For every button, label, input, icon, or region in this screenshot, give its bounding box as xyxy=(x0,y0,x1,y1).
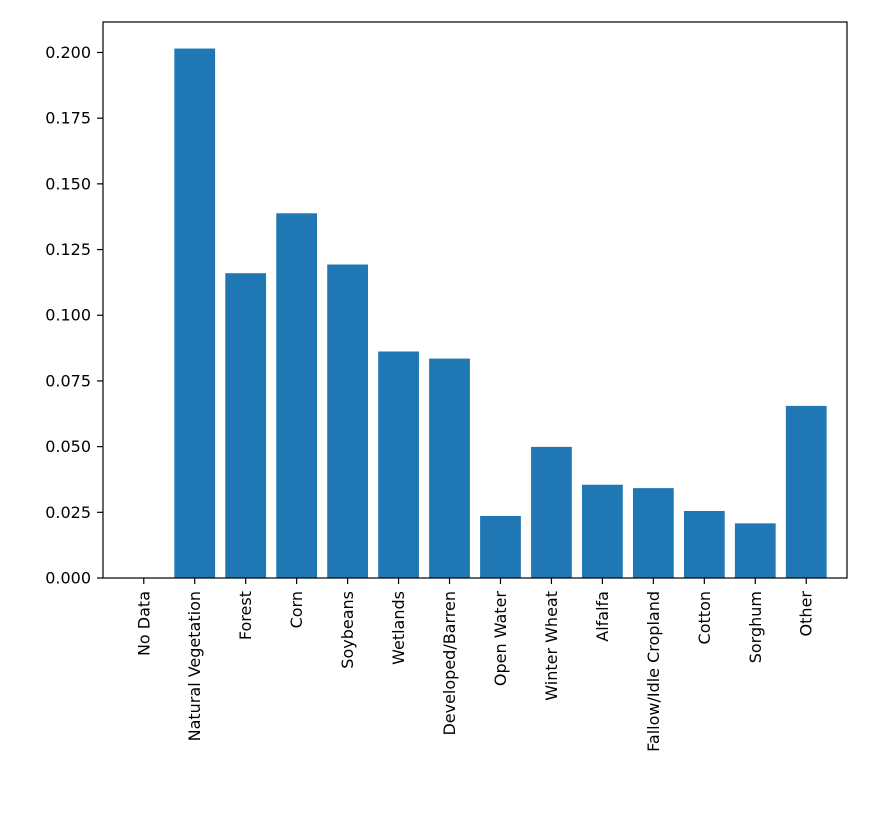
x-tick-label: Other xyxy=(797,591,816,637)
bar-open-water xyxy=(480,515,521,578)
plot-frame xyxy=(102,21,848,579)
y-tick-label: 0.025 xyxy=(45,503,91,522)
x-tick-label: Soybeans xyxy=(338,591,357,669)
x-axis: No Data Natural Vegetation Forest Corn Soybe… xyxy=(134,578,816,752)
bar-natural-vegetation xyxy=(174,48,216,578)
y-axis: 0.000 0.025 0.050 0.075 0.100 0.125 0.150 0.175… xyxy=(45,43,103,588)
bar-cotton xyxy=(683,510,725,578)
y-tick-label: 0.100 xyxy=(45,306,91,325)
y-tick-label: 0.125 xyxy=(45,240,91,259)
x-tick-label: No Data xyxy=(134,591,153,656)
x-tick-label: Developed/Barren xyxy=(440,591,459,736)
bar-corn xyxy=(276,213,318,578)
bar-forest xyxy=(225,273,267,578)
y-tick-label: 0.150 xyxy=(45,174,91,193)
y-tick-label: 0.200 xyxy=(45,43,91,62)
x-tick-label: Open Water xyxy=(491,591,510,687)
bar-other xyxy=(785,405,827,578)
y-tick-label: 0.075 xyxy=(45,371,91,390)
bar-wetlands xyxy=(378,351,419,578)
x-tick-label: Fallow/Idle Cropland xyxy=(644,591,663,752)
x-tick-label: Sorghum xyxy=(746,591,765,663)
x-tick-label: Corn xyxy=(287,591,306,628)
bar-developed-barren xyxy=(429,358,470,578)
bar-winter-wheat xyxy=(531,446,572,578)
x-tick-label: Natural Vegetation xyxy=(185,591,204,741)
x-tick-label: Alfalfa xyxy=(593,591,612,642)
x-tick-label: Cotton xyxy=(695,591,714,644)
y-tick-label: 0.175 xyxy=(45,109,91,128)
bar-alfalfa xyxy=(582,484,623,578)
bar-fallow-idle-cropland xyxy=(632,488,674,578)
y-tick-label: 0.000 xyxy=(45,569,91,588)
x-tick-label: Winter Wheat xyxy=(542,591,561,701)
bars-group xyxy=(174,48,827,578)
bar-sorghum xyxy=(734,523,776,578)
y-tick-label: 0.050 xyxy=(45,437,91,456)
x-tick-label: Wetlands xyxy=(389,591,408,665)
x-tick-label: Forest xyxy=(236,591,255,640)
bar-soybeans xyxy=(327,264,368,578)
